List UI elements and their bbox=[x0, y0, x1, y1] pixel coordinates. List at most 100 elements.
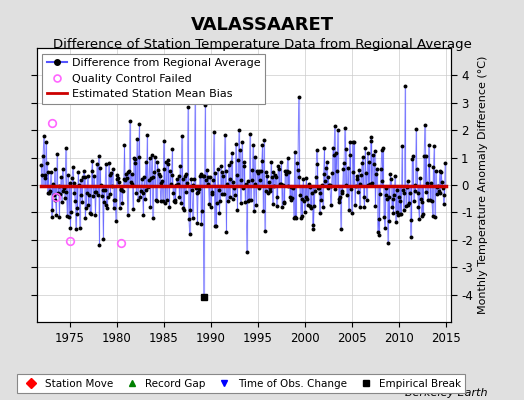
Point bbox=[241, 198, 249, 205]
Point bbox=[292, 214, 300, 221]
Point bbox=[208, 191, 216, 197]
Point bbox=[435, 168, 444, 174]
Point bbox=[320, 170, 328, 177]
Point bbox=[257, 158, 266, 165]
Point bbox=[331, 186, 340, 192]
Point bbox=[410, 182, 419, 188]
Point bbox=[68, 175, 76, 181]
Point bbox=[435, 188, 443, 194]
Point bbox=[149, 174, 158, 180]
Point bbox=[329, 145, 337, 151]
Point bbox=[82, 205, 90, 211]
Point bbox=[408, 156, 417, 162]
Point bbox=[192, 190, 201, 196]
Point bbox=[387, 176, 395, 182]
Point bbox=[237, 176, 246, 183]
Point bbox=[414, 204, 423, 210]
Point bbox=[77, 176, 85, 183]
Point bbox=[302, 175, 311, 182]
Point bbox=[206, 174, 214, 180]
Point bbox=[265, 179, 273, 185]
Point bbox=[248, 167, 256, 173]
Point bbox=[290, 149, 299, 155]
Point bbox=[440, 200, 448, 207]
Point bbox=[319, 204, 327, 210]
Point bbox=[418, 213, 426, 219]
Point bbox=[192, 184, 200, 191]
Point bbox=[363, 149, 372, 156]
Point bbox=[66, 224, 74, 231]
Point bbox=[376, 190, 384, 197]
Point bbox=[45, 190, 53, 196]
Point bbox=[299, 176, 308, 182]
Point bbox=[383, 196, 391, 202]
Point bbox=[235, 126, 243, 133]
Point bbox=[42, 138, 50, 145]
Point bbox=[434, 183, 442, 189]
Point bbox=[257, 168, 265, 174]
Point bbox=[155, 171, 163, 178]
Point bbox=[42, 160, 51, 166]
Point bbox=[110, 205, 118, 211]
Point bbox=[92, 189, 101, 195]
Point bbox=[279, 199, 288, 206]
Point bbox=[337, 188, 346, 195]
Point bbox=[162, 159, 170, 166]
Point bbox=[286, 194, 294, 200]
Point bbox=[309, 226, 317, 232]
Point bbox=[113, 172, 122, 178]
Point bbox=[403, 178, 412, 184]
Point bbox=[100, 199, 108, 206]
Point bbox=[271, 172, 279, 178]
Point bbox=[322, 165, 330, 171]
Point bbox=[402, 183, 411, 190]
Point bbox=[388, 196, 397, 202]
Point bbox=[180, 207, 188, 214]
Point bbox=[275, 166, 283, 172]
Point bbox=[154, 166, 162, 173]
Point bbox=[276, 180, 285, 187]
Point bbox=[130, 154, 138, 161]
Point bbox=[344, 165, 352, 171]
Point bbox=[53, 151, 61, 158]
Point bbox=[388, 204, 396, 210]
Point bbox=[178, 132, 186, 139]
Point bbox=[368, 180, 376, 186]
Point bbox=[259, 208, 267, 214]
Point bbox=[95, 242, 104, 248]
Point bbox=[86, 211, 95, 217]
Point bbox=[171, 197, 180, 203]
Point bbox=[52, 211, 60, 218]
Point bbox=[70, 190, 79, 196]
Point bbox=[349, 169, 357, 176]
Point bbox=[225, 162, 233, 168]
Point bbox=[344, 207, 353, 214]
Point bbox=[406, 190, 414, 197]
Point bbox=[197, 221, 205, 227]
Point bbox=[288, 195, 297, 201]
Point bbox=[93, 160, 101, 167]
Point bbox=[407, 234, 415, 240]
Point bbox=[405, 200, 413, 206]
Point bbox=[264, 190, 272, 196]
Point bbox=[347, 186, 355, 192]
Point bbox=[148, 215, 157, 222]
Point bbox=[370, 148, 379, 154]
Point bbox=[140, 174, 148, 180]
Point bbox=[340, 159, 348, 166]
Point bbox=[191, 97, 199, 103]
Point bbox=[335, 198, 344, 205]
Point bbox=[116, 185, 125, 192]
Point bbox=[159, 198, 167, 204]
Point bbox=[137, 188, 145, 194]
Point bbox=[363, 197, 371, 203]
Point bbox=[59, 188, 68, 194]
Point bbox=[226, 175, 235, 182]
Point bbox=[202, 176, 210, 183]
Point bbox=[201, 102, 210, 108]
Point bbox=[429, 212, 437, 219]
Point bbox=[293, 167, 302, 174]
Point bbox=[410, 198, 418, 204]
Point bbox=[313, 161, 322, 167]
Point bbox=[146, 204, 155, 210]
